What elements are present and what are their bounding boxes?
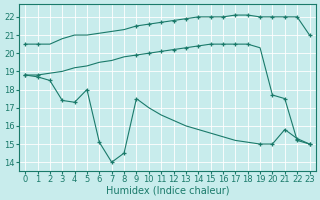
- X-axis label: Humidex (Indice chaleur): Humidex (Indice chaleur): [106, 186, 229, 196]
